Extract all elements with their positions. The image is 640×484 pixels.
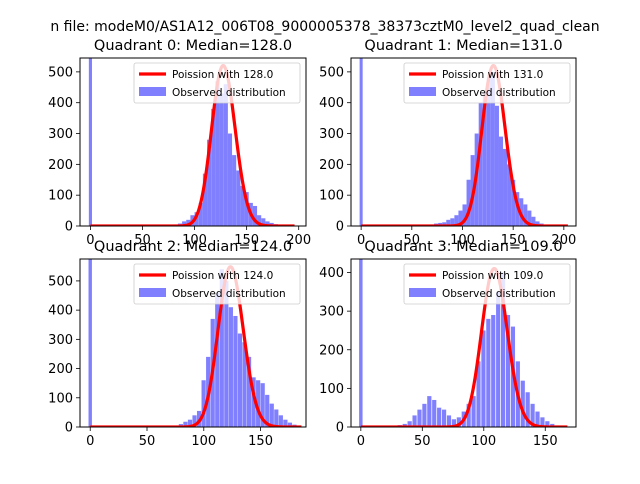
y-tick-label: 300 — [48, 127, 73, 142]
y-tick-label: 400 — [319, 96, 344, 111]
legend-line-label: Poission with 131.0 — [442, 69, 543, 81]
histogram-bar — [417, 410, 421, 427]
histogram-bar — [442, 410, 446, 427]
legend-patch-label: Observed distribution — [172, 288, 286, 300]
y-tick-label: 0 — [336, 421, 344, 436]
histogram-bar — [236, 171, 240, 226]
legend-patch-label: Observed distribution — [442, 288, 556, 300]
legend: Poission with 128.0 Observed distribution — [134, 63, 300, 103]
histogram-spike-bar — [89, 237, 92, 427]
histogram-bar — [232, 155, 236, 226]
y-tick-label: 200 — [48, 362, 73, 377]
y-tick-label: 0 — [336, 220, 344, 235]
y-tick-label: 0 — [65, 421, 73, 436]
y-tick-label: 500 — [48, 274, 73, 289]
histogram-bar — [270, 404, 274, 427]
subplot-title: Quadrant 0: Median=128.0 — [94, 38, 292, 54]
y-tick-label: 400 — [48, 96, 73, 111]
x-tick-label: 50 — [414, 434, 431, 449]
histogram-bar — [229, 307, 233, 427]
y-tick-label: 0 — [65, 220, 73, 235]
y-tick-label: 200 — [319, 343, 344, 358]
histogram-bar — [233, 316, 237, 427]
x-tick-label: 100 — [471, 434, 496, 449]
y-tick-label: 400 — [319, 266, 344, 281]
legend: Poission with 131.0 Observed distribution — [404, 63, 570, 103]
figure-suptitle: n file: modeM0/AS1A12_006T08_9000005378_… — [50, 19, 599, 35]
y-tick-label: 300 — [319, 305, 344, 320]
histogram-bar — [491, 315, 495, 427]
histogram-bar — [238, 334, 242, 427]
histogram-bar — [224, 84, 228, 226]
legend-patch-label: Observed distribution — [172, 87, 286, 99]
histogram-spike-bar — [359, 242, 362, 427]
legend: Poission with 124.0 Observed distribution — [134, 264, 300, 304]
legend-patch-label: Observed distribution — [442, 87, 556, 99]
x-tick-label: 150 — [533, 434, 558, 449]
legend: Poission with 109.0 Observed distribution — [404, 264, 570, 304]
histogram-bar — [481, 330, 485, 427]
legend-line-label: Poission with 124.0 — [172, 270, 273, 282]
y-tick-label: 100 — [319, 189, 344, 204]
histogram-bar — [495, 106, 499, 226]
legend-patch-swatch — [139, 288, 166, 297]
histogram-bar — [499, 137, 503, 226]
legend-patch-swatch — [409, 288, 436, 297]
y-tick-label: 400 — [48, 304, 73, 319]
histogram-bar — [427, 396, 431, 427]
subplot-title: Quadrant 1: Median=131.0 — [364, 38, 562, 54]
subplot-title: Quadrant 3: Median=109.0 — [364, 239, 562, 255]
x-tick-label: 0 — [86, 434, 94, 449]
x-tick-label: 0 — [357, 434, 365, 449]
histogram-bar — [486, 319, 490, 427]
histogram-bar — [496, 292, 500, 427]
legend-patch-swatch — [409, 87, 436, 96]
histogram-bar — [503, 149, 507, 226]
histogram-bar — [412, 415, 416, 427]
x-tick-label: 150 — [248, 434, 273, 449]
y-tick-label: 200 — [319, 158, 344, 173]
histogram-spike-bar — [360, 41, 363, 226]
y-tick-label: 100 — [48, 391, 73, 406]
histogram-bar — [437, 408, 441, 427]
legend-line-label: Poission with 109.0 — [442, 270, 543, 282]
x-tick-label: 100 — [191, 434, 216, 449]
y-tick-label: 200 — [48, 158, 73, 173]
legend-line-label: Poission with 128.0 — [172, 69, 273, 81]
y-tick-label: 500 — [48, 65, 73, 80]
y-tick-label: 100 — [48, 189, 73, 204]
y-tick-label: 100 — [319, 382, 344, 397]
histogram-bar — [274, 409, 278, 427]
histogram-spike-bar — [89, 41, 92, 226]
y-tick-label: 300 — [319, 127, 344, 142]
histogram-bar — [228, 134, 232, 226]
histogram-bar — [422, 404, 426, 427]
y-tick-label: 500 — [319, 65, 344, 80]
legend-patch-swatch — [139, 87, 166, 96]
histogram-bar — [432, 400, 436, 427]
y-tick-label: 300 — [48, 333, 73, 348]
histogram-bar — [220, 93, 224, 226]
subplot-title: Quadrant 2: Median=124.0 — [94, 239, 292, 255]
x-tick-label: 50 — [139, 434, 156, 449]
subplot-3: 0 50 100 150 0 100 200 300 400 Poission with 109.… — [319, 239, 576, 449]
subplot-2: 0 50 100 150 0 100 200 300 400 500 Poission with 1… — [48, 237, 306, 449]
